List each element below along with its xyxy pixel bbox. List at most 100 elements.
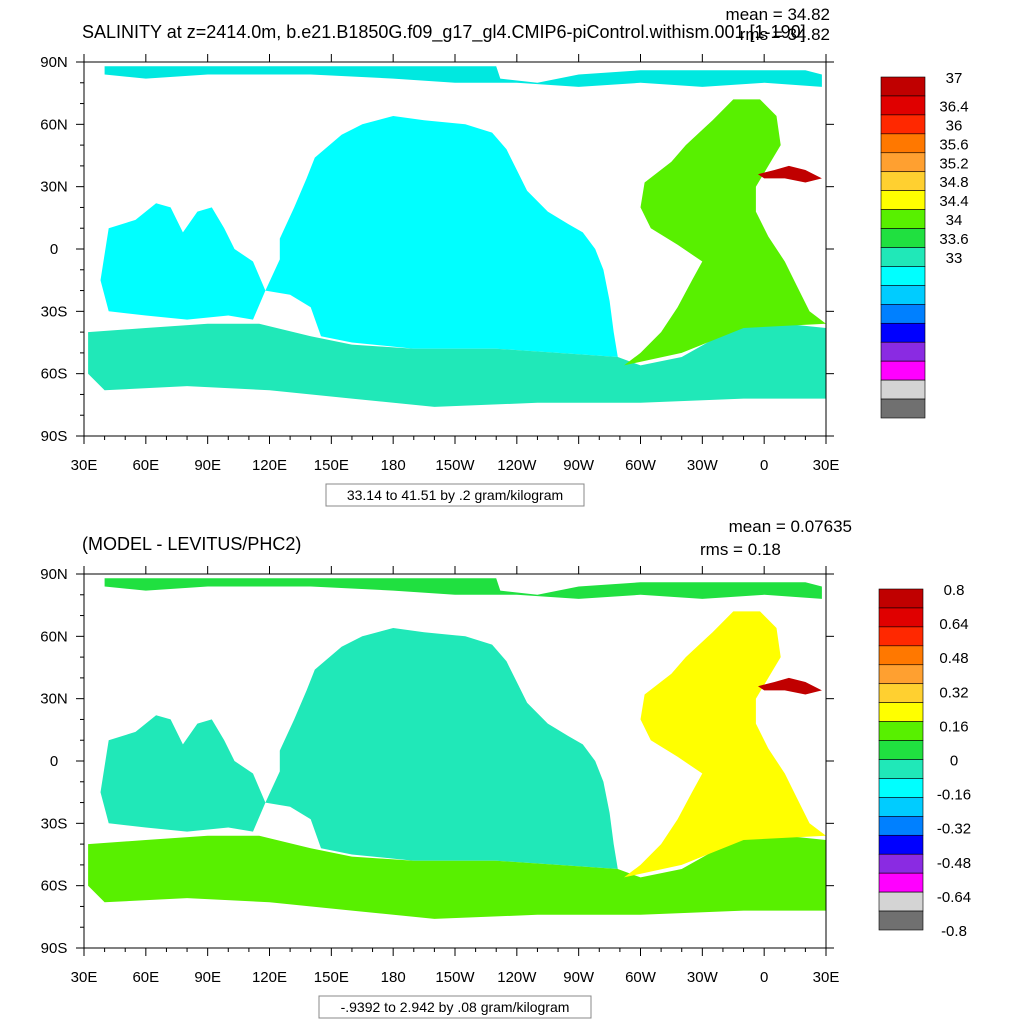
panel-title: SALINITY at z=2414.0m, b.e21.B1850G.f09_… xyxy=(82,22,806,43)
colorbar-box xyxy=(880,190,926,210)
y-tick-label: 0 xyxy=(50,753,58,770)
colorbar-box xyxy=(880,247,926,267)
colorbar-box xyxy=(878,910,924,931)
colorbar-box xyxy=(880,379,926,400)
x-tick-label: 120W xyxy=(497,969,537,986)
region-atlantic xyxy=(624,99,826,366)
x-tick-label: 120E xyxy=(252,457,287,474)
axes: 30E 60E 90E 120E 150E 180 150W 120W 90W 60W 30W 0 30… xyxy=(40,566,839,986)
colorbar-box xyxy=(880,266,926,286)
x-tick-label: 120E xyxy=(252,969,287,986)
region-indian-ocean xyxy=(100,715,266,832)
colorbar-box xyxy=(878,607,924,628)
x-tick-label: 180 xyxy=(381,457,406,474)
colorbar-box xyxy=(880,360,926,381)
region-pacific xyxy=(265,116,618,357)
colorbar-box xyxy=(880,114,926,135)
x-tick-label: 30E xyxy=(813,457,840,474)
y-tick-label: 30S xyxy=(41,303,68,320)
y-tick-label: 30N xyxy=(40,691,68,708)
contour-info-box: 33.14 to 41.51 by .2 gram/kilogram xyxy=(325,483,585,507)
colorbar-label: -0.64 xyxy=(937,889,971,906)
colorbar-label: 35.2 xyxy=(939,155,968,172)
colorbar: 0.8 0.64 0.48 0.32 0.16 0 -0.16 -0.32 -0.48 -0.64… xyxy=(878,582,971,940)
colorbar-label: 37 xyxy=(946,70,963,87)
x-tick-label: 120W xyxy=(497,457,537,474)
colorbar-label: 34.8 xyxy=(939,174,968,191)
colorbar-label: 34 xyxy=(946,212,963,229)
colorbar-box xyxy=(880,228,926,248)
colorbar-label: 33 xyxy=(946,250,963,267)
x-tick-label: 30E xyxy=(71,457,98,474)
colorbar-box xyxy=(878,891,924,912)
region-southern-ocean xyxy=(88,835,827,919)
colorbar-label: 35.6 xyxy=(939,136,968,153)
colorbar-label: 0.8 xyxy=(944,582,965,599)
x-tick-label: 0 xyxy=(760,969,768,986)
y-tick-label: 90S xyxy=(41,940,68,957)
x-tick-label: 60W xyxy=(625,457,657,474)
colorbar-box xyxy=(878,759,924,779)
colorbar-box xyxy=(880,209,926,229)
mean-label: mean = 0.07635 xyxy=(729,517,852,536)
colorbar-box xyxy=(878,740,924,760)
y-tick-label: 60N xyxy=(40,628,68,645)
colorbar-label: -0.32 xyxy=(937,821,971,838)
colorbar-box xyxy=(878,645,924,666)
y-tick-label: 90N xyxy=(40,54,68,71)
mean-label: mean = 34.82 xyxy=(726,5,830,24)
region-southern-ocean xyxy=(88,323,827,407)
y-tick-label: 60N xyxy=(40,116,68,133)
colorbar-box xyxy=(880,133,926,154)
colorbar-box xyxy=(878,721,924,741)
x-tick-label: 90E xyxy=(194,969,221,986)
colorbar-box xyxy=(880,304,926,324)
colorbar-box xyxy=(880,398,926,419)
x-tick-label: 0 xyxy=(760,457,768,474)
x-tick-label: 150E xyxy=(314,969,349,986)
rms-label: rms = 0.18 xyxy=(700,540,781,559)
colorbar-box xyxy=(878,683,924,703)
contour-info-border xyxy=(318,995,592,1019)
axes: 30E 60E 90E 120E 150E 180 150W 120W 90W 60W 30W 0 30… xyxy=(40,54,839,474)
x-tick-label: 60W xyxy=(625,969,657,986)
colorbar-box xyxy=(878,778,924,798)
map-area xyxy=(88,578,827,919)
region-indian-ocean xyxy=(100,203,266,320)
y-tick-label: 90S xyxy=(41,428,68,445)
contour-info-border xyxy=(325,483,585,507)
y-tick-label: 60S xyxy=(41,878,68,895)
colorbar-box xyxy=(880,76,926,97)
y-tick-label: 30N xyxy=(40,179,68,196)
rms-label: rms = 34.82 xyxy=(740,25,830,44)
colorbar-label: 0.48 xyxy=(939,650,968,667)
x-tick-label: 90W xyxy=(563,457,595,474)
colorbar-box xyxy=(878,872,924,893)
x-tick-label: 30W xyxy=(687,457,719,474)
colorbar-label: 33.6 xyxy=(939,231,968,248)
x-tick-label: 60E xyxy=(132,969,159,986)
colorbar-box xyxy=(880,95,926,116)
colorbar-box xyxy=(878,834,924,855)
colorbar-box xyxy=(878,797,924,817)
x-tick-label: 90W xyxy=(563,969,595,986)
y-tick-label: 90N xyxy=(40,566,68,583)
panel-difference: (MODEL - LEVITUS/PHC2) mean = 0.07635 rm… xyxy=(40,517,971,1019)
colorbar-box xyxy=(878,853,924,874)
colorbar-label: 0 xyxy=(950,753,958,770)
colorbar-box xyxy=(878,816,924,836)
colorbar-label: -0.48 xyxy=(937,855,971,872)
colorbar-label: 36 xyxy=(946,117,963,134)
colorbar-label: 0.64 xyxy=(939,616,968,633)
x-tick-label: 180 xyxy=(381,969,406,986)
colorbar-label: 34.4 xyxy=(939,193,968,210)
x-tick-label: 90E xyxy=(194,457,221,474)
colorbar-box xyxy=(878,588,924,609)
region-pacific xyxy=(265,628,618,869)
panel-salinity: SALINITY at z=2414.0m, b.e21.B1850G.f09_… xyxy=(40,5,969,507)
colorbar-box xyxy=(880,341,926,362)
colorbar-box xyxy=(880,285,926,305)
y-tick-label: 30S xyxy=(41,815,68,832)
y-tick-label: 0 xyxy=(50,241,58,258)
